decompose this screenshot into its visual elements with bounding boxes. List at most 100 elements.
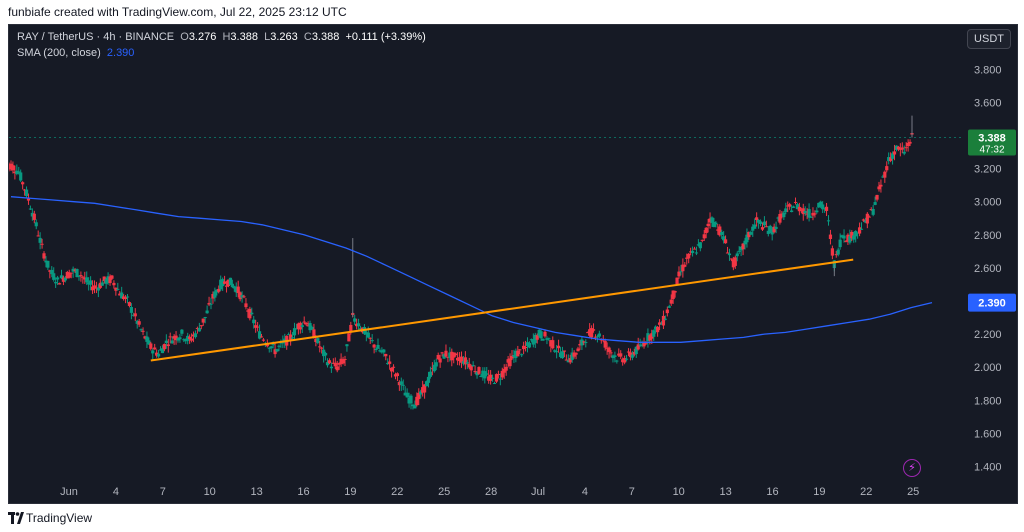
candle-body xyxy=(246,310,250,312)
candle-body xyxy=(729,258,734,260)
candle-body xyxy=(846,234,850,241)
candle-body xyxy=(331,362,335,364)
y-tick-label: 1.600 xyxy=(974,428,1002,440)
candle-body xyxy=(36,235,40,237)
candle-body xyxy=(405,392,409,398)
candle-body xyxy=(813,213,817,215)
candle-body xyxy=(673,290,677,293)
candle-body xyxy=(389,367,394,372)
candle-body xyxy=(784,208,788,212)
candle-body xyxy=(737,250,741,252)
candle-body xyxy=(112,282,116,286)
candle-body xyxy=(551,340,555,349)
candle-body xyxy=(85,277,89,283)
symbol-label[interactable]: RAY / TetherUS · 4h · BINANCE xyxy=(17,31,175,43)
candle-body xyxy=(30,212,34,217)
price-chart[interactable]: 3.8003.6003.4003.2003.0002.8002.6002.400… xyxy=(9,25,1018,504)
candle-body xyxy=(615,360,619,362)
candle-body xyxy=(619,353,623,357)
candle-body xyxy=(644,343,648,345)
candle-body xyxy=(275,349,279,352)
candle-body xyxy=(442,354,446,359)
candle-body xyxy=(461,361,466,364)
candle-body xyxy=(205,310,209,314)
candle-body xyxy=(885,166,889,171)
candle-body xyxy=(265,343,269,347)
x-tick-label: 25 xyxy=(907,486,919,498)
candle-body xyxy=(211,294,215,299)
candle-body xyxy=(456,357,460,361)
candle-body xyxy=(640,344,644,347)
sma-legend[interactable]: SMA (200, close) 2.390 xyxy=(17,47,134,59)
candle-body xyxy=(426,376,431,383)
candle-body xyxy=(423,384,427,393)
candle-body xyxy=(261,339,266,341)
candle-body xyxy=(630,354,634,358)
candle-body xyxy=(560,351,565,359)
candle-body xyxy=(516,350,520,357)
candle-body xyxy=(310,327,314,330)
candle-body xyxy=(807,209,811,218)
candle-body xyxy=(537,329,541,336)
candle-body xyxy=(129,307,133,313)
candle-body xyxy=(242,296,246,298)
candle-body xyxy=(593,336,598,338)
candle-body xyxy=(424,381,429,387)
candle-body xyxy=(452,352,456,358)
currency-button[interactable]: USDT xyxy=(967,29,1011,49)
candle-body xyxy=(380,350,384,353)
candle-body xyxy=(776,217,780,219)
open-value: 3.276 xyxy=(188,31,217,43)
candle-body xyxy=(213,291,217,298)
candle-body xyxy=(570,352,574,360)
candle-body xyxy=(875,194,879,200)
candle-body xyxy=(634,346,638,355)
candle-body xyxy=(230,283,234,288)
candle-body xyxy=(395,373,400,377)
candle-body xyxy=(890,153,895,159)
candle-body xyxy=(156,353,161,357)
candle-body xyxy=(823,208,827,210)
candle-body xyxy=(764,226,768,228)
candle-body xyxy=(574,352,578,355)
candle-body xyxy=(772,226,776,233)
candle-body xyxy=(638,344,642,346)
candle-body xyxy=(657,322,662,325)
candle-body xyxy=(467,363,471,368)
candle-body xyxy=(648,335,652,341)
x-tick-label: 16 xyxy=(766,486,778,498)
candle-body xyxy=(712,221,716,227)
candle-body xyxy=(308,323,312,331)
candle-body xyxy=(828,234,833,240)
candle-body xyxy=(861,219,866,221)
candle-body xyxy=(747,232,751,238)
close-value: 3.388 xyxy=(311,31,340,43)
lightning-icon[interactable]: ⚡ xyxy=(903,459,921,477)
candle-body xyxy=(289,334,293,340)
candle-body xyxy=(487,376,491,381)
candle-body xyxy=(219,279,223,290)
candle-body xyxy=(782,212,786,218)
candle-body xyxy=(830,248,834,256)
candle-body xyxy=(428,371,433,377)
candle-body xyxy=(471,365,475,367)
candle-body xyxy=(170,340,174,344)
change-value: +0.111 (+3.39%) xyxy=(345,31,426,43)
header-bar: funbiafe created with TradingView.com, J… xyxy=(0,0,1024,24)
candle-body xyxy=(766,230,770,234)
y-tick-label: 1.800 xyxy=(974,395,1002,407)
candle-body xyxy=(543,331,547,337)
candle-body xyxy=(267,347,271,349)
candle-body xyxy=(393,374,398,377)
candle-body xyxy=(349,324,353,333)
candle-body xyxy=(733,257,737,266)
candle-body xyxy=(603,340,607,348)
candle-body xyxy=(166,344,170,347)
candle-body xyxy=(568,358,572,363)
candle-body xyxy=(683,264,687,267)
candle-body xyxy=(469,365,473,371)
candle-body xyxy=(549,340,553,347)
candle-body xyxy=(580,339,584,346)
candle-body xyxy=(186,335,190,341)
chart-pane[interactable]: 3.8003.6003.4003.2003.0002.8002.6002.400… xyxy=(8,24,1018,504)
